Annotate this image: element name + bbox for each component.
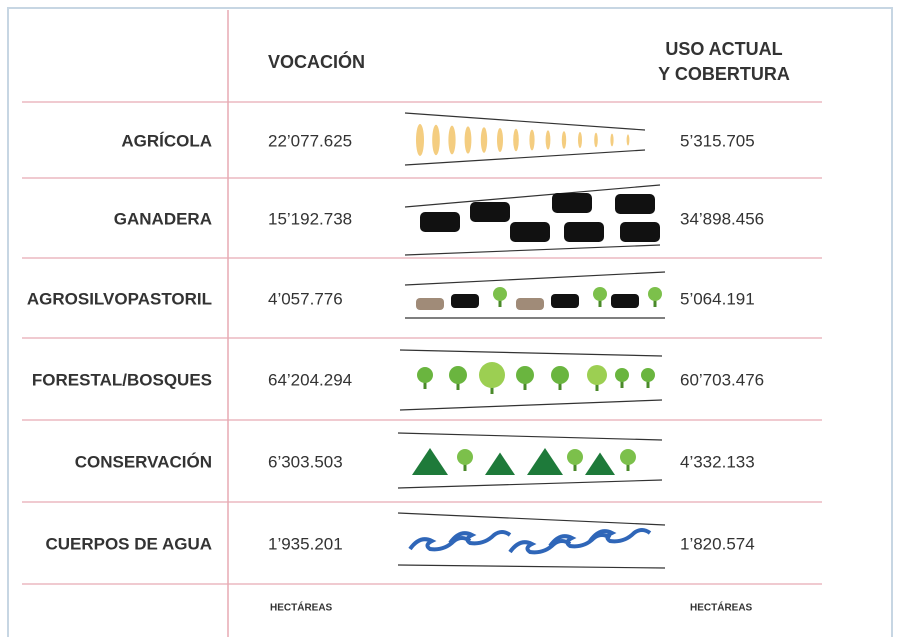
cow-icon <box>451 294 479 308</box>
tree-icon <box>587 365 607 385</box>
header-uso: Y COBERTURA <box>658 64 790 84</box>
cow-icon <box>620 222 660 242</box>
uso-value: 5’064.191 <box>680 289 755 308</box>
cow-icon <box>615 194 655 214</box>
funnel-line <box>397 432 663 441</box>
cow-icon <box>420 212 460 232</box>
funnel-line <box>404 149 646 166</box>
funnel-line <box>399 349 663 357</box>
wave-icon <box>548 533 612 549</box>
uso-value: 1’820.574 <box>680 534 755 553</box>
cow-icon <box>564 222 604 242</box>
footer-unit: HECTÁREAS <box>270 601 333 614</box>
uso-value: 5’315.705 <box>680 131 755 150</box>
frame <box>7 7 893 637</box>
row-label: CUERPOS DE AGUA <box>45 534 212 553</box>
wheat-icon <box>545 130 551 150</box>
vocacion-value: 4’057.776 <box>268 289 343 308</box>
wheat-icon <box>513 128 519 152</box>
wheat-icon <box>432 124 440 156</box>
tree-icon <box>551 366 569 384</box>
wheat-icon <box>578 132 582 148</box>
wave-icon <box>588 528 652 544</box>
header-uso: USO ACTUAL <box>665 39 782 59</box>
funnel-line <box>404 184 661 208</box>
tree-icon <box>615 368 629 382</box>
funnel-line <box>399 399 663 411</box>
uso-value: 34’898.456 <box>680 209 764 228</box>
cow-icon <box>510 222 550 242</box>
cow-icon <box>551 294 579 308</box>
wave-icon <box>508 539 572 555</box>
wheat-icon <box>448 125 456 155</box>
row-label: GANADERA <box>114 209 212 228</box>
vocacion-value: 22’077.625 <box>268 131 352 150</box>
wave-icon <box>408 536 472 552</box>
tree-icon <box>593 287 607 301</box>
tree-icon <box>479 362 505 388</box>
wheat-icon <box>464 126 472 154</box>
row-label: AGRÍCOLA <box>121 131 212 150</box>
row-label: FORESTAL/BOSQUES <box>32 370 212 389</box>
funnel-line <box>404 244 661 256</box>
wheat-icon <box>561 131 567 149</box>
funnel-line <box>404 271 666 286</box>
wheat-icon <box>594 132 598 148</box>
row-label: CONSERVACIÓN <box>75 452 212 471</box>
funnel-line <box>397 512 666 526</box>
wood-icon <box>416 298 444 310</box>
wheat-icon <box>416 124 424 156</box>
tree-icon <box>648 287 662 301</box>
mountain-icon <box>412 448 448 475</box>
cow-icon <box>611 294 639 308</box>
wheat-icon <box>497 128 503 152</box>
tree-icon <box>641 368 655 382</box>
header-vocacion: VOCACIÓN <box>268 51 365 72</box>
cow-icon <box>470 202 510 222</box>
wave-icon <box>448 530 512 546</box>
vocacion-value: 1’935.201 <box>268 534 343 553</box>
tree-icon <box>493 287 507 301</box>
tree-icon <box>516 366 534 384</box>
tree-icon <box>567 449 583 465</box>
mountain-icon <box>485 452 515 475</box>
funnel-line <box>404 112 646 131</box>
uso-value: 4’332.133 <box>680 452 755 471</box>
uso-value: 60’703.476 <box>680 370 764 389</box>
wheat-icon <box>610 133 614 147</box>
wheat-icon <box>529 129 535 151</box>
wheat-icon <box>626 134 630 146</box>
funnel-line <box>397 479 663 489</box>
vocacion-value: 6’303.503 <box>268 452 343 471</box>
vocacion-value: 15’192.738 <box>268 209 352 228</box>
funnel-line <box>397 564 666 569</box>
mountain-icon <box>585 452 615 475</box>
tree-icon <box>449 366 467 384</box>
vocacion-value: 64’204.294 <box>268 370 352 389</box>
tree-icon <box>417 367 433 383</box>
mountain-icon <box>527 448 563 475</box>
wheat-icon <box>480 127 488 153</box>
footer-unit: HECTÁREAS <box>690 601 753 614</box>
row-label: AGROSILVOPASTORIL <box>27 289 212 308</box>
cow-icon <box>552 193 592 213</box>
wood-icon <box>516 298 544 310</box>
tree-icon <box>457 449 473 465</box>
tree-icon <box>620 449 636 465</box>
